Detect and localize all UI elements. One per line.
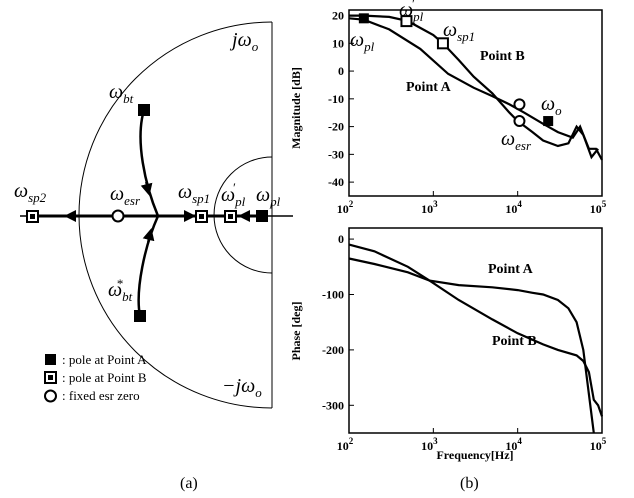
- label-wesr: ωesr: [110, 183, 141, 208]
- marker-half-square: [400, 15, 413, 28]
- ytick-label: -30: [328, 147, 344, 161]
- mag-label-point-b: Point B: [480, 49, 525, 64]
- bottom-axis-label: −jωo: [222, 375, 262, 400]
- xtick-label: 102: [337, 436, 354, 453]
- legend: : pole at Point A : pole at Point B : fi…: [44, 352, 147, 403]
- marker-circle: [513, 115, 526, 128]
- phase-xticks: 102 103 104 105: [337, 428, 607, 453]
- xtick-label: 104: [505, 199, 522, 216]
- pole-wbt-marker: [138, 104, 150, 116]
- magnitude-series: [348, 14, 603, 161]
- marker-circle: [513, 98, 526, 111]
- series-line-point-a: [348, 257, 595, 434]
- phase-xlabel: Frequency[Hz]: [436, 448, 513, 462]
- locus-lower: [137, 215, 160, 317]
- phase-ylabel: Phase [deg]: [289, 302, 303, 361]
- caption-a: (a): [180, 475, 198, 492]
- esr-zero-marker: [111, 209, 125, 223]
- marker-filled-square: [543, 116, 554, 127]
- pole-wsp2-marker: [26, 210, 39, 223]
- xtick-label: 102: [337, 199, 354, 216]
- xtick-label: 105: [590, 199, 607, 216]
- ytick-label: 0: [338, 232, 344, 246]
- arrow-lower: [142, 228, 155, 243]
- label-wbt: ωbt: [109, 81, 134, 106]
- xtick-label: 103: [421, 199, 438, 216]
- pole-wpl-marker: [256, 210, 268, 222]
- magnitude-frame: [348, 9, 603, 197]
- ytick-label: -200: [322, 343, 344, 357]
- ytick-label: 0: [338, 64, 344, 78]
- xtick-label: 103: [421, 436, 438, 453]
- label-wsp1: ωsp1: [178, 181, 210, 206]
- magnitude-xticks: 102 103 104 105: [337, 191, 607, 216]
- ytick-label: 20: [332, 9, 344, 23]
- locus-upper: [139, 109, 160, 217]
- legend-text-2: : fixed esr zero: [62, 388, 140, 403]
- label-wbt-conj: ωbt*: [108, 276, 133, 304]
- label-wsp2: ωsp2: [14, 180, 47, 205]
- magnitude-yticks: 20 10 0 -10 -20 -30 -40: [328, 9, 354, 189]
- xtick-label: 105: [590, 436, 607, 453]
- phase-label-point-a: Point A: [488, 262, 534, 277]
- mag-label-wpl-prime: ωpl′: [399, 0, 424, 24]
- mag-label-wsp1: ωsp1: [443, 19, 475, 44]
- ytick-label: -300: [322, 398, 344, 412]
- bode-panel: 20 10 0 -10 -20 -30 -40 102 103 104 105 Magnitude…: [289, 0, 607, 492]
- mag-label-wpl: ωpl: [350, 29, 375, 54]
- ytick-label: -40: [328, 175, 344, 189]
- phase-label-point-b: Point B: [492, 334, 537, 349]
- magnitude-markers: [358, 13, 554, 128]
- pole-wsp1-marker: [195, 210, 208, 223]
- legend-text-0: : pole at Point A: [62, 352, 147, 367]
- pole-wpl-prime-marker: [224, 210, 237, 223]
- ytick-label: -20: [328, 120, 344, 134]
- root-locus-panel: jωo −jωo ωbt ωbt* ωsp2 ωesr ωsp1 ωpl′ ωp…: [14, 21, 293, 492]
- mag-label-point-a: Point A: [406, 80, 452, 95]
- ytick-label: 10: [332, 36, 344, 50]
- phase-frame: [348, 227, 603, 434]
- ytick-label: -100: [322, 287, 344, 301]
- legend-filled-square: [45, 354, 56, 365]
- mag-label-wesr: ωesr: [501, 128, 532, 153]
- pole-wbt-conj-marker: [134, 310, 146, 322]
- mag-label-wo: ωo: [541, 93, 562, 118]
- top-axis-label: jωo: [229, 29, 259, 54]
- ytick-label: -10: [328, 92, 344, 106]
- label-wpl: ωpl: [256, 184, 281, 209]
- arrow-upper: [140, 181, 153, 196]
- series-line-point-a: [348, 17, 603, 161]
- magnitude-ylabel: Magnitude [dB]: [289, 67, 303, 149]
- legend-text-1: : pole at Point B: [62, 370, 147, 385]
- marker-half-square: [436, 37, 449, 50]
- phase-yticks: 0 -100 -200 -300: [322, 232, 354, 412]
- series-line-point-b: [348, 243, 604, 417]
- caption-b: (b): [460, 475, 479, 492]
- legend-half-square: [44, 371, 57, 384]
- legend-circle: [44, 389, 57, 403]
- xtick-label: 104: [505, 436, 522, 453]
- phase-series: [348, 243, 604, 434]
- marker-filled-square: [358, 13, 369, 24]
- label-wpl-prime: ωpl′: [221, 180, 246, 209]
